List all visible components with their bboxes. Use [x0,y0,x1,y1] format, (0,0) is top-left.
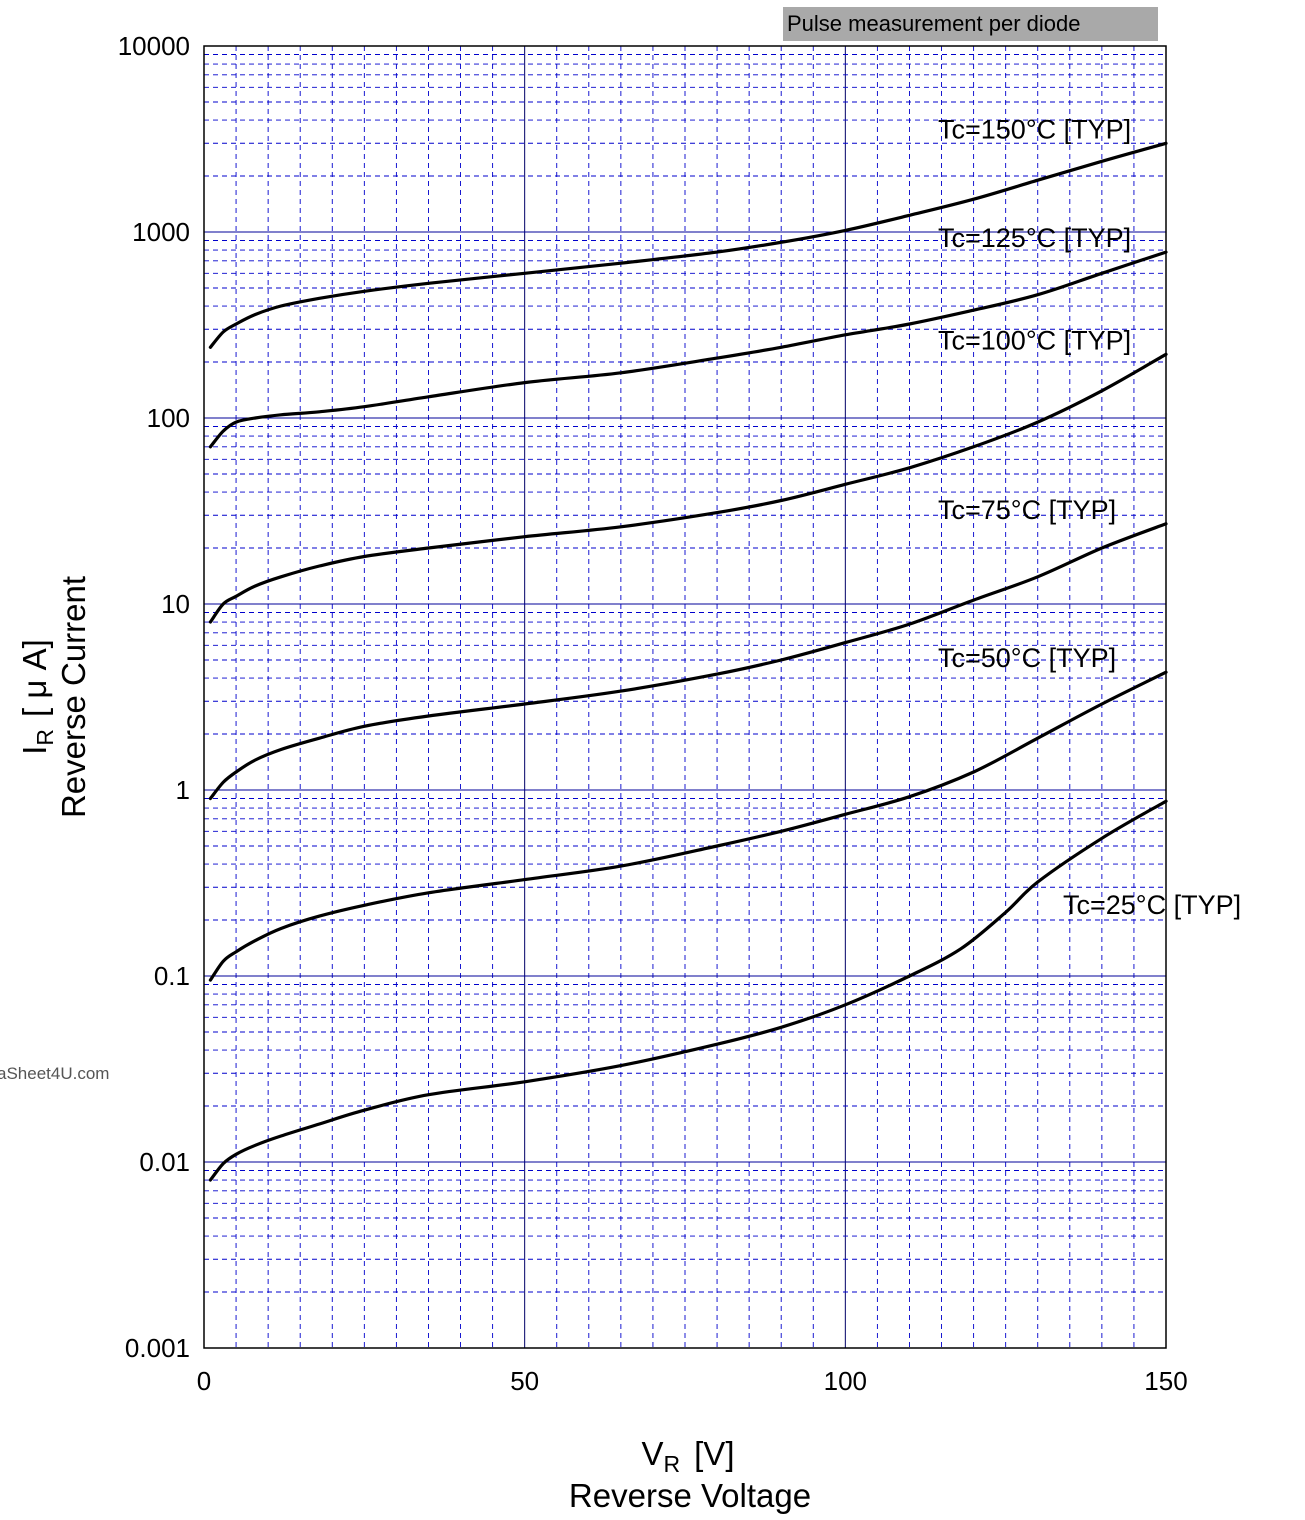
note-box: Pulse measurement per diode [783,7,1158,41]
tick-labels: 0 50 100 150 0.001 0.01 0.1 1 10 100 1000 10000 [118,31,1188,1396]
x-tick-label: 50 [510,1366,539,1396]
y-axis-subscript: R [32,729,58,746]
y-axis-symbol: I [16,746,53,755]
series-lines [208,141,1168,1182]
x-axis-title: VR [V] Reverse Voltage [569,1435,811,1514]
x-tick-label: 100 [824,1366,867,1396]
x-axis-subscript: R [664,1451,681,1477]
y-tick-label: 10000 [118,31,190,61]
y-tick-label: 1000 [132,217,190,247]
y-axis-title: IR [ μ A] Reverse Current [16,576,92,818]
series-line [208,670,1168,982]
x-axis-symbol-line: VR [V] [642,1435,735,1477]
series-line [208,352,1168,624]
y-axis-unit: [ μ A] [16,639,53,717]
x-axis-symbol: V [642,1435,664,1472]
series-labels: Tc=150°C [TYP] Tc=125°C [TYP] Tc=100°C [TY… [938,114,1241,920]
y-tick-label: 10 [161,589,190,619]
series-label: Tc=50°C [TYP] [938,643,1116,673]
x-axis-name: Reverse Voltage [569,1477,811,1514]
plot-frame [203,45,1167,1349]
y-axis-name: Reverse Current [55,576,92,818]
grid [204,46,1166,1348]
series-label: Tc=100°C [TYP] [938,325,1131,355]
watermark-text: aSheet4U.com [0,1064,109,1083]
series-label: Tc=75°C [TYP] [938,495,1116,525]
series-line [208,799,1168,1182]
x-axis-unit: [V] [694,1435,734,1472]
y-tick-label: 1 [176,775,190,805]
series-line [208,250,1168,449]
series-label: Tc=125°C [TYP] [938,223,1131,253]
note-text: Pulse measurement per diode [787,11,1081,36]
y-tick-label: 0.1 [154,961,190,991]
x-tick-label: 0 [197,1366,211,1396]
y-axis-symbol-line: IR [ μ A] [16,639,58,755]
series-line [208,141,1168,349]
y-tick-label: 0.01 [139,1147,190,1177]
note-background [783,7,1158,41]
x-tick-label: 150 [1144,1366,1187,1396]
series-line [208,522,1168,801]
series-label: Tc=150°C [TYP] [938,114,1131,144]
y-tick-label: 100 [147,403,190,433]
y-tick-label: 0.001 [125,1333,190,1363]
series-label: Tc=25°C [TYP] [1063,890,1241,920]
